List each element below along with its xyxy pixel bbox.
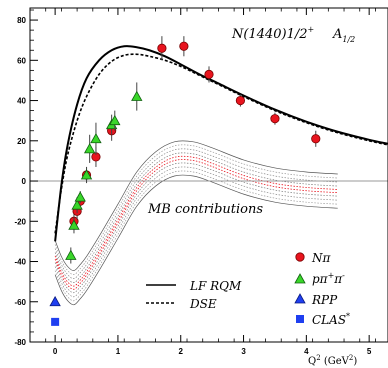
n-pi-point — [270, 114, 280, 124]
p-pi-pi-point — [65, 249, 77, 260]
data-points — [49, 36, 321, 326]
p-pi-pi-point — [74, 191, 86, 202]
legend-npi-label: Nπ — [311, 251, 332, 265]
axis-ticks: 0 1 2 3 4 5 80 60 40 20 0 -20 -40 -60 -80 — [14, 8, 376, 356]
mb-band — [54, 140, 338, 306]
mb-band-line — [54, 170, 338, 302]
n-pi-point — [204, 69, 214, 79]
mb-band-line — [54, 140, 338, 271]
x-tick-label: 3 — [241, 347, 246, 356]
n-pi-point — [157, 43, 167, 53]
mb-band-line — [54, 148, 338, 279]
legend-npi-marker — [295, 252, 305, 262]
legend-clas-marker — [296, 315, 304, 323]
p-pi-pi-point — [90, 132, 102, 144]
mb-annotation: MB contributions — [147, 202, 263, 217]
x-tick-label: 0 — [53, 347, 58, 356]
mb-band-center-line — [54, 155, 338, 287]
p-pi-pi-point — [83, 143, 96, 154]
clas-point — [51, 317, 60, 326]
legend-rpp-marker — [294, 293, 306, 304]
mb-band-line — [54, 174, 338, 306]
y-tick-label: 40 — [17, 97, 26, 106]
n-pi-point — [179, 41, 189, 51]
p-pi-pi-point — [131, 90, 143, 101]
dse-curve — [54, 53, 388, 234]
rpp-point — [49, 295, 61, 307]
p-pi-pi-point — [68, 219, 80, 230]
y-tick-label: -60 — [14, 298, 26, 307]
mb-band-line — [54, 144, 338, 275]
amplitude-label: A1/2 — [332, 27, 355, 44]
mb-band-line — [54, 166, 338, 298]
p-pi-pi-point — [109, 114, 121, 126]
y-tick-label: 80 — [17, 16, 26, 25]
lf-rqm-curve — [54, 45, 388, 242]
x-axis-label: Q2 (GeV2) — [308, 354, 357, 367]
y-tick-label: -40 — [14, 258, 26, 267]
x-tick-label: 4 — [304, 347, 309, 356]
legend: LF RQM DSE Nπ pπ+π- RPP CLAS* — [146, 251, 350, 327]
x-tick-label: 2 — [179, 347, 184, 356]
p-pi-pi-point — [71, 199, 83, 210]
chart-title: N(1440)1/2+ — [231, 25, 314, 42]
y-tick-label: 60 — [17, 56, 26, 65]
y-tick-label: 20 — [17, 137, 26, 146]
legend-ppipi-label: pπ+π- — [312, 271, 345, 286]
mb-band-line — [54, 162, 338, 294]
y-tick-label: 0 — [22, 177, 27, 186]
p-pi-pi-point — [80, 169, 93, 180]
legend-ppipi-marker — [294, 273, 306, 284]
legend-lf-rqm-label: LF RQM — [189, 279, 242, 293]
y-tick-label: -80 — [14, 338, 26, 347]
legend-dse-label: DSE — [189, 297, 217, 311]
y-tick-label: -20 — [14, 217, 26, 226]
mb-band-line — [54, 152, 338, 284]
legend-rpp-label: RPP — [311, 293, 338, 307]
n-pi-point — [311, 134, 321, 144]
legend-clas-label: CLAS* — [312, 312, 350, 327]
plot-frame — [29, 7, 388, 343]
model-curves — [54, 45, 388, 242]
n-pi-point — [235, 95, 246, 106]
x-tick-label: 5 — [367, 347, 372, 356]
x-tick-label: 1 — [116, 347, 121, 356]
mb-band-center-line — [54, 159, 338, 290]
